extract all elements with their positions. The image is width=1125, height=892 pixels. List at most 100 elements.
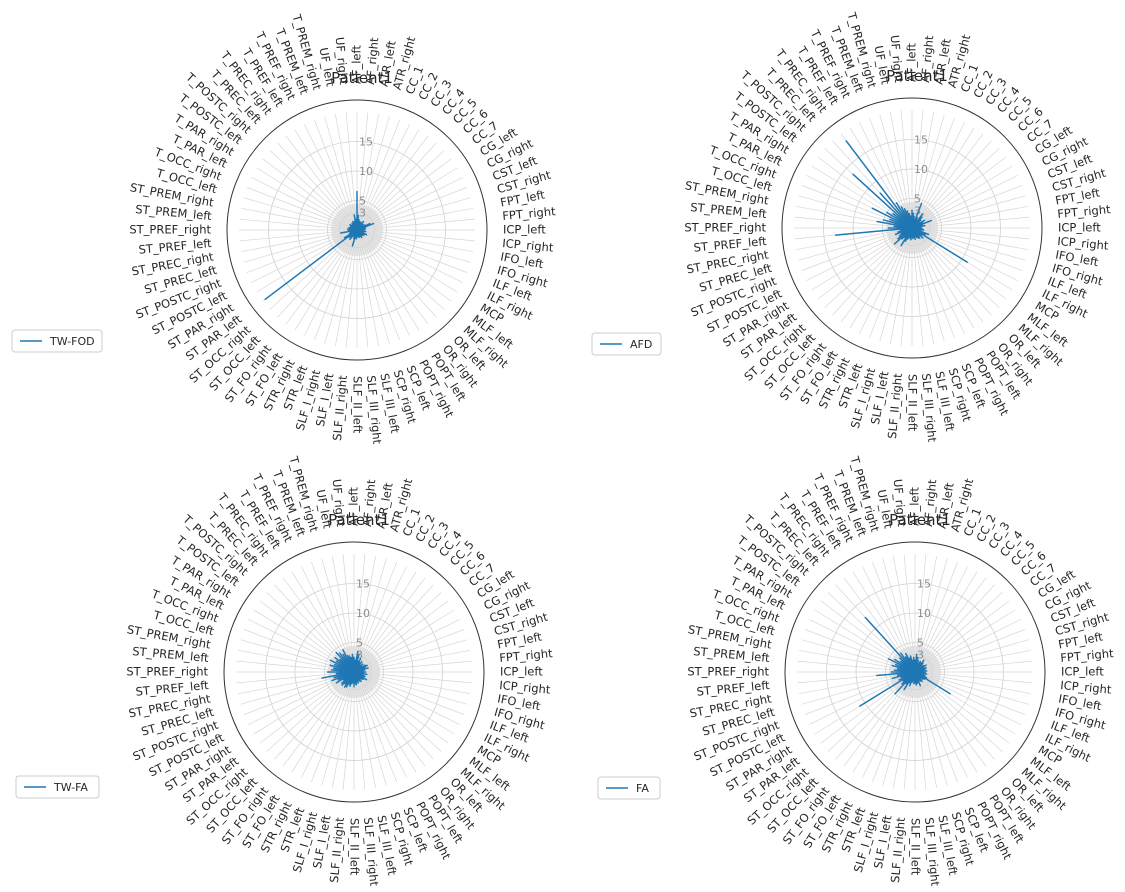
legend: TW-FOD xyxy=(11,329,103,353)
grid-spoke xyxy=(356,129,420,231)
grid-spoke xyxy=(314,229,358,341)
radial-tick-label: 10 xyxy=(356,607,370,620)
grid-spoke xyxy=(356,119,400,231)
grid-spoke xyxy=(353,629,465,673)
grid-spoke xyxy=(356,150,445,231)
grid-spoke xyxy=(311,561,355,673)
grid-spoke xyxy=(353,671,397,783)
radial-tick-label: 5 xyxy=(917,637,924,650)
grid-spoke xyxy=(321,558,355,673)
grid-spoke xyxy=(900,227,913,346)
grid-spoke xyxy=(798,649,916,673)
grid-spoke xyxy=(282,671,355,767)
grid-spoke xyxy=(334,229,358,347)
category-label: FPT_right xyxy=(1057,202,1112,221)
category-label: ICP_left xyxy=(500,665,543,679)
grid-spoke xyxy=(911,227,1000,308)
grid-spoke xyxy=(862,671,916,778)
grid-spoke xyxy=(356,135,429,231)
grid-spoke xyxy=(809,671,916,725)
category-label: AF_left xyxy=(347,487,361,526)
legend: AFD xyxy=(591,332,662,356)
category-label: SLF_II_right xyxy=(330,374,350,441)
category-label: ST_PREF_right xyxy=(687,665,769,679)
grid-spoke xyxy=(353,671,455,735)
grid-spoke xyxy=(356,142,437,231)
grid-spoke xyxy=(914,671,1003,752)
chart-title: Patient1 xyxy=(889,511,951,529)
grid-spoke xyxy=(285,135,358,231)
grid-spoke xyxy=(356,229,471,263)
grid-spoke xyxy=(353,558,387,673)
category-label: UF_right xyxy=(333,36,351,85)
grid-spoke xyxy=(914,649,1032,673)
grid-spoke xyxy=(911,227,935,345)
grid-spoke xyxy=(914,639,1029,673)
radial-tick-label: 15 xyxy=(914,134,928,147)
grid-spoke xyxy=(914,671,987,767)
radial-tick-label: 15 xyxy=(359,136,373,149)
category-label: ICP_right xyxy=(502,236,555,255)
grid-spoke xyxy=(353,671,377,789)
grid-spoke xyxy=(356,229,474,253)
grid-spoke xyxy=(911,140,992,229)
grid-spoke xyxy=(914,561,958,673)
category-label: SLF_III_right xyxy=(361,817,381,888)
grid-spoke xyxy=(274,671,355,760)
grid-spoke xyxy=(914,671,1021,725)
grid-spoke xyxy=(311,671,355,783)
data-ray xyxy=(834,227,913,236)
category-label: AF_left xyxy=(350,45,364,84)
grid-spoke xyxy=(356,229,429,325)
grid-spoke xyxy=(304,124,358,231)
category-label: SLF_II_right xyxy=(888,816,908,883)
legend-label: TW-FOD xyxy=(49,335,95,348)
grid-spoke xyxy=(259,671,355,744)
grid-spoke xyxy=(914,671,1033,684)
radial-tick-label: 3 xyxy=(917,648,924,661)
category-label: SLF_III_right xyxy=(919,373,939,444)
grid-spoke xyxy=(889,227,913,345)
grid-spoke xyxy=(914,592,1003,673)
grid-spoke xyxy=(353,671,449,744)
category-label: ST_PREF_right xyxy=(129,223,211,237)
category-label: ST_PREF_left xyxy=(693,234,768,255)
grid-spoke xyxy=(240,229,358,253)
grid-spoke xyxy=(356,229,400,341)
outer-ring xyxy=(784,541,1046,803)
category-label: FPT_right xyxy=(502,204,557,223)
data-ray xyxy=(910,215,913,229)
category-label: ICP_right xyxy=(1057,234,1110,253)
grid-spoke xyxy=(840,227,913,323)
grid-spoke xyxy=(911,110,924,229)
category-label: UF_right xyxy=(891,478,909,527)
grid-spoke xyxy=(294,229,358,331)
grid-spoke xyxy=(914,584,995,673)
category-label: FPT_right xyxy=(499,646,554,665)
grid-spoke xyxy=(911,227,965,334)
grid-spoke xyxy=(914,600,1010,673)
category-label: SLF_III_right xyxy=(364,375,384,446)
grid-spoke xyxy=(353,671,460,725)
grid-spoke xyxy=(820,671,916,744)
grid-spoke xyxy=(353,671,407,778)
grid-spoke xyxy=(911,205,1029,229)
grid-spoke xyxy=(911,227,1023,271)
grid-spoke xyxy=(353,671,366,790)
grid-spoke xyxy=(356,229,458,293)
grid-spoke xyxy=(872,561,916,673)
grid-spoke xyxy=(356,229,437,318)
data-ray xyxy=(852,173,913,229)
grid-spoke xyxy=(806,227,913,281)
grid-spoke xyxy=(356,158,452,231)
radial-tick-label: 10 xyxy=(359,165,373,178)
legend-label: AFD xyxy=(630,338,652,351)
grid-spoke xyxy=(353,566,407,673)
grid-spoke xyxy=(914,671,1010,744)
category-label: ST_PREF_left xyxy=(135,678,210,699)
grid-spoke xyxy=(334,113,358,231)
grid-spoke xyxy=(356,229,380,347)
grid-spoke xyxy=(911,127,975,229)
